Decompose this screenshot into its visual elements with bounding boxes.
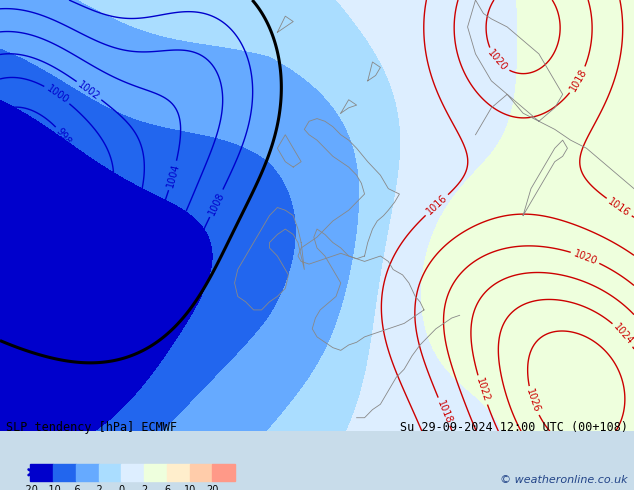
Text: 1002: 1002 [76, 79, 102, 102]
Text: © weatheronline.co.uk: © weatheronline.co.uk [500, 475, 628, 485]
Text: 1026: 1026 [524, 388, 542, 414]
Bar [190, 464, 212, 481]
Bar [167, 464, 190, 481]
Text: -2: -2 [94, 485, 103, 490]
Text: 20: 20 [206, 485, 219, 490]
Text: 10: 10 [184, 485, 196, 490]
Text: 1020: 1020 [486, 48, 509, 74]
Bar [30, 464, 53, 481]
Text: 1020: 1020 [572, 248, 598, 267]
Text: 2: 2 [141, 485, 147, 490]
Text: -6: -6 [71, 485, 81, 490]
Text: 1018: 1018 [568, 67, 589, 93]
Text: -10: -10 [45, 485, 61, 490]
Bar [76, 464, 99, 481]
Text: 1008: 1008 [207, 190, 226, 217]
Text: 1004: 1004 [165, 162, 181, 189]
Text: 998: 998 [54, 126, 73, 147]
Text: 6: 6 [164, 485, 170, 490]
Text: 0: 0 [119, 485, 124, 490]
Text: Su 29-09-2024 12:00 UTC (00+108): Su 29-09-2024 12:00 UTC (00+108) [399, 420, 628, 434]
Text: 1018: 1018 [435, 398, 453, 425]
Text: -20: -20 [22, 485, 39, 490]
Text: 1016: 1016 [606, 196, 632, 218]
Text: 1000: 1000 [44, 83, 70, 105]
Bar [144, 464, 167, 481]
Text: 1024: 1024 [612, 322, 634, 347]
Bar [212, 464, 235, 481]
Text: 1006: 1006 [170, 212, 190, 239]
Bar [53, 464, 76, 481]
Bar [99, 464, 122, 481]
Bar [122, 464, 144, 481]
Text: 1022: 1022 [474, 377, 491, 403]
Text: 1016: 1016 [424, 193, 450, 217]
Text: SLP tendency [hPa] ECMWF: SLP tendency [hPa] ECMWF [6, 420, 178, 434]
